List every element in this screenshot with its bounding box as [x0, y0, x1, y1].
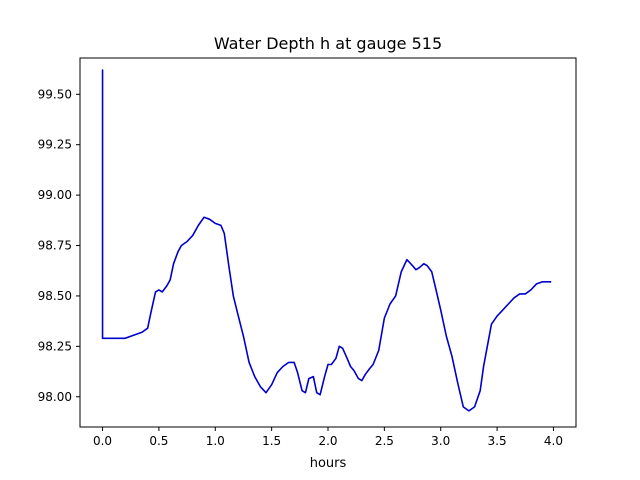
- x-tick-label: 3.0: [431, 434, 450, 448]
- x-axis-label: hours: [310, 456, 347, 471]
- x-tick-label: 0.0: [93, 434, 112, 448]
- plot-area: 0.0 0.5 1.0 1.5 2.0 2.5 3.0 3.5 4.0 98.00 98.25 98.…: [38, 57, 577, 448]
- y-tick-label: 98.25: [38, 339, 72, 353]
- x-tick-label: 4.0: [544, 434, 563, 448]
- x-tick-label: 0.5: [149, 434, 168, 448]
- x-tick-label: 2.5: [375, 434, 394, 448]
- x-tick-label: 3.5: [488, 434, 507, 448]
- y-tick-label: 98.00: [38, 390, 72, 404]
- x-tick-label: 1.5: [262, 434, 281, 448]
- y-tick-label: 99.00: [38, 188, 72, 202]
- y-tick-label: 99.25: [38, 138, 72, 152]
- x-tick-label: 1.0: [206, 434, 225, 448]
- chart-title: Water Depth h at gauge 515: [214, 34, 442, 53]
- y-tick-label: 98.50: [38, 289, 72, 303]
- series-line: [101, 69, 552, 412]
- x-tick-label: 2.0: [318, 434, 337, 448]
- y-tick-label: 98.75: [38, 239, 72, 253]
- y-tick-label: 99.50: [38, 87, 72, 101]
